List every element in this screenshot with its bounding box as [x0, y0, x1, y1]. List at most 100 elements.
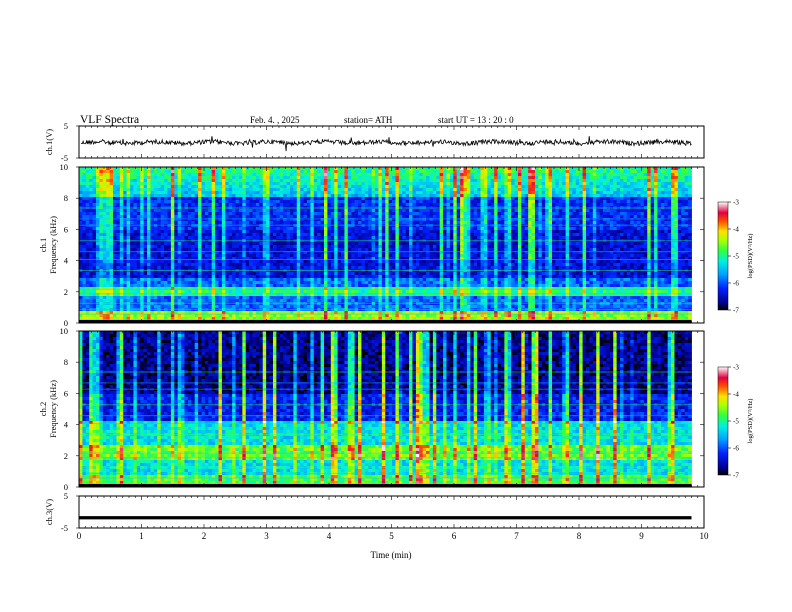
spectrogram-cell [348, 221, 352, 224]
spectrogram-cell [525, 188, 529, 191]
spectrogram-cell [327, 188, 331, 191]
spectrogram-cell [586, 227, 590, 230]
spectrogram-cell [555, 227, 559, 230]
spectrogram-cell [191, 242, 195, 245]
spectrogram-cell [685, 191, 689, 194]
spectrogram-cell [164, 197, 168, 200]
spectrogram-cell [389, 200, 393, 203]
spectrogram-cell [372, 191, 376, 194]
spectrogram-cell [167, 200, 171, 203]
spectrogram-cell [661, 221, 665, 224]
spectrogram-cell [392, 233, 396, 236]
spectrogram-cell [640, 179, 644, 182]
spectrogram-cell [603, 200, 607, 203]
spectrogram-cell [501, 176, 505, 179]
spectrogram-cell [270, 236, 274, 239]
spectrogram-cell [276, 182, 280, 185]
spectrogram-cell [528, 236, 532, 239]
spectrogram-cell [150, 197, 154, 200]
spectrogram-cell [423, 197, 427, 200]
spectrogram-cell [651, 191, 655, 194]
spectrogram-cell [290, 185, 294, 188]
spectrogram-cell [372, 236, 376, 239]
spectrogram-cell [630, 167, 634, 170]
spectrogram-cell [157, 173, 161, 176]
spectrogram-cell [344, 215, 348, 218]
spectrogram-cell [481, 173, 485, 176]
spectrogram-cell [579, 182, 583, 185]
spectrogram-cell [474, 176, 478, 179]
spectrogram-cell [637, 194, 641, 197]
spectrogram-cell [644, 221, 648, 224]
spectrogram-cell [623, 170, 627, 173]
spectrogram-cell [331, 176, 335, 179]
spectrogram-cell [348, 188, 352, 191]
spectrogram-cell [583, 194, 587, 197]
spectrogram-cell [494, 170, 498, 173]
spectrogram-cell [375, 200, 379, 203]
spectrogram-cell [623, 179, 627, 182]
spectrogram-cell [535, 185, 539, 188]
spectrogram-cell [127, 215, 131, 218]
spectrogram-cell [606, 230, 610, 233]
spectrogram-cell [583, 224, 587, 227]
spectrogram-cell [140, 245, 144, 248]
spectrogram-cell [361, 224, 365, 227]
spectrogram-cell [545, 242, 549, 245]
spectrogram-cell [572, 233, 576, 236]
spectrogram-cell [481, 194, 485, 197]
spectrogram-cell [184, 173, 188, 176]
spectrogram-cell [538, 221, 542, 224]
spectrogram-cell [368, 182, 372, 185]
spectrogram-cell [477, 215, 481, 218]
spectrogram-cell [402, 182, 406, 185]
spectrogram-cell [494, 221, 498, 224]
spectrogram-cell [361, 227, 365, 230]
spectrogram-cell [127, 182, 131, 185]
spectrogram-cell [351, 224, 355, 227]
spectrogram-cell [654, 209, 658, 212]
spectrogram-cell [549, 176, 553, 179]
spectrogram-cell [324, 188, 328, 191]
spectrogram-cell [317, 179, 321, 182]
spectrogram-cell [256, 179, 260, 182]
spectrogram-cell [246, 245, 250, 248]
spectrogram-cell [419, 188, 423, 191]
spectrogram-cell [368, 233, 372, 236]
spectrogram-cell [86, 167, 90, 170]
spectrogram-cell [225, 188, 229, 191]
spectrogram-cell [276, 176, 280, 179]
spectrogram-cell [96, 173, 100, 176]
spectrogram-cell [572, 170, 576, 173]
spectrogram-cell [365, 224, 369, 227]
spectrogram-cell [137, 170, 141, 173]
spectrogram-cell [423, 221, 427, 224]
spectrogram-cell [389, 233, 393, 236]
spectrogram-cell [167, 194, 171, 197]
spectrogram-cell [674, 203, 678, 206]
spectrogram-cell [351, 179, 355, 182]
spectrogram-cell [144, 227, 148, 230]
spectrogram-cell [657, 236, 661, 239]
spectrogram-cell [181, 167, 185, 170]
spectrogram-cell [511, 224, 515, 227]
spectrogram-cell [423, 179, 427, 182]
spectrogram-cell [334, 203, 338, 206]
spectrogram-cell [470, 182, 474, 185]
spectrogram-cell [419, 200, 423, 203]
spectrogram-cell [239, 188, 243, 191]
spectrogram-cell [559, 191, 563, 194]
spectrogram-cell [205, 191, 209, 194]
spectrogram-cell [188, 215, 192, 218]
spectrogram-cell [225, 194, 229, 197]
spectrogram-cell [630, 242, 634, 245]
spectrogram-cell [276, 194, 280, 197]
spectrogram-cell [426, 236, 430, 239]
spectrogram-cell [314, 203, 318, 206]
spectrogram-cell [293, 167, 297, 170]
spectrogram-cell [389, 167, 393, 170]
spectrogram-cell [651, 188, 655, 191]
spectrogram-cell [501, 233, 505, 236]
spectrogram-cell [99, 245, 103, 248]
spectrogram-cell [198, 209, 202, 212]
